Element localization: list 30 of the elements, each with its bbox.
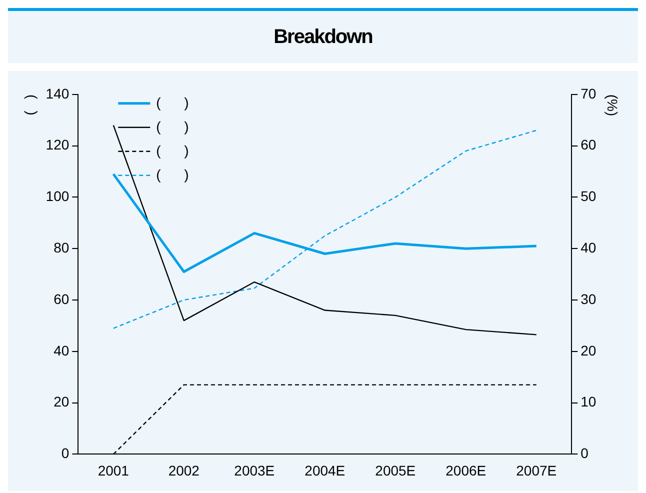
y2-tick-label: 20 — [580, 342, 596, 358]
legend-label: ( ) — [156, 118, 189, 134]
x-tick-label: 2004E — [304, 462, 346, 478]
y-tick-label: 60 — [54, 290, 70, 307]
x-tick-label: 2005E — [375, 462, 416, 478]
y2-tick-label: 30 — [580, 290, 596, 307]
y2-tick-label: 0 — [580, 445, 589, 462]
x-tick-label: 2001 — [98, 462, 130, 478]
y2-tick-label: 60 — [580, 136, 596, 153]
x-tick-label: 2003E — [234, 462, 275, 478]
x-tick-label: 2002 — [168, 462, 200, 478]
y-tick-label: 140 — [46, 85, 70, 102]
y-tick-label: 80 — [54, 239, 70, 256]
y2-tick-label: 50 — [580, 188, 596, 204]
y-tick-label: 0 — [61, 445, 70, 462]
y2-tick-label: 40 — [580, 239, 596, 256]
x-tick-label: 2006E — [446, 462, 486, 478]
legend-label: ( ) — [156, 94, 189, 110]
x-tick-label: 2007E — [516, 462, 557, 478]
legend-label: ( ) — [156, 166, 189, 182]
legend-label: ( ) — [156, 142, 189, 158]
y2-tick-label: 10 — [580, 394, 596, 410]
y2-axis-title: (%) — [604, 94, 621, 116]
y2-tick-label: 70 — [580, 85, 596, 102]
y-tick-label: 120 — [46, 136, 70, 153]
y-tick-label: 20 — [54, 394, 70, 410]
y-tick-label: 40 — [54, 342, 70, 358]
y-tick-label: 100 — [46, 188, 70, 204]
y-axis-title: ( ) — [21, 94, 38, 116]
chart-title: Breakdown — [8, 8, 638, 63]
